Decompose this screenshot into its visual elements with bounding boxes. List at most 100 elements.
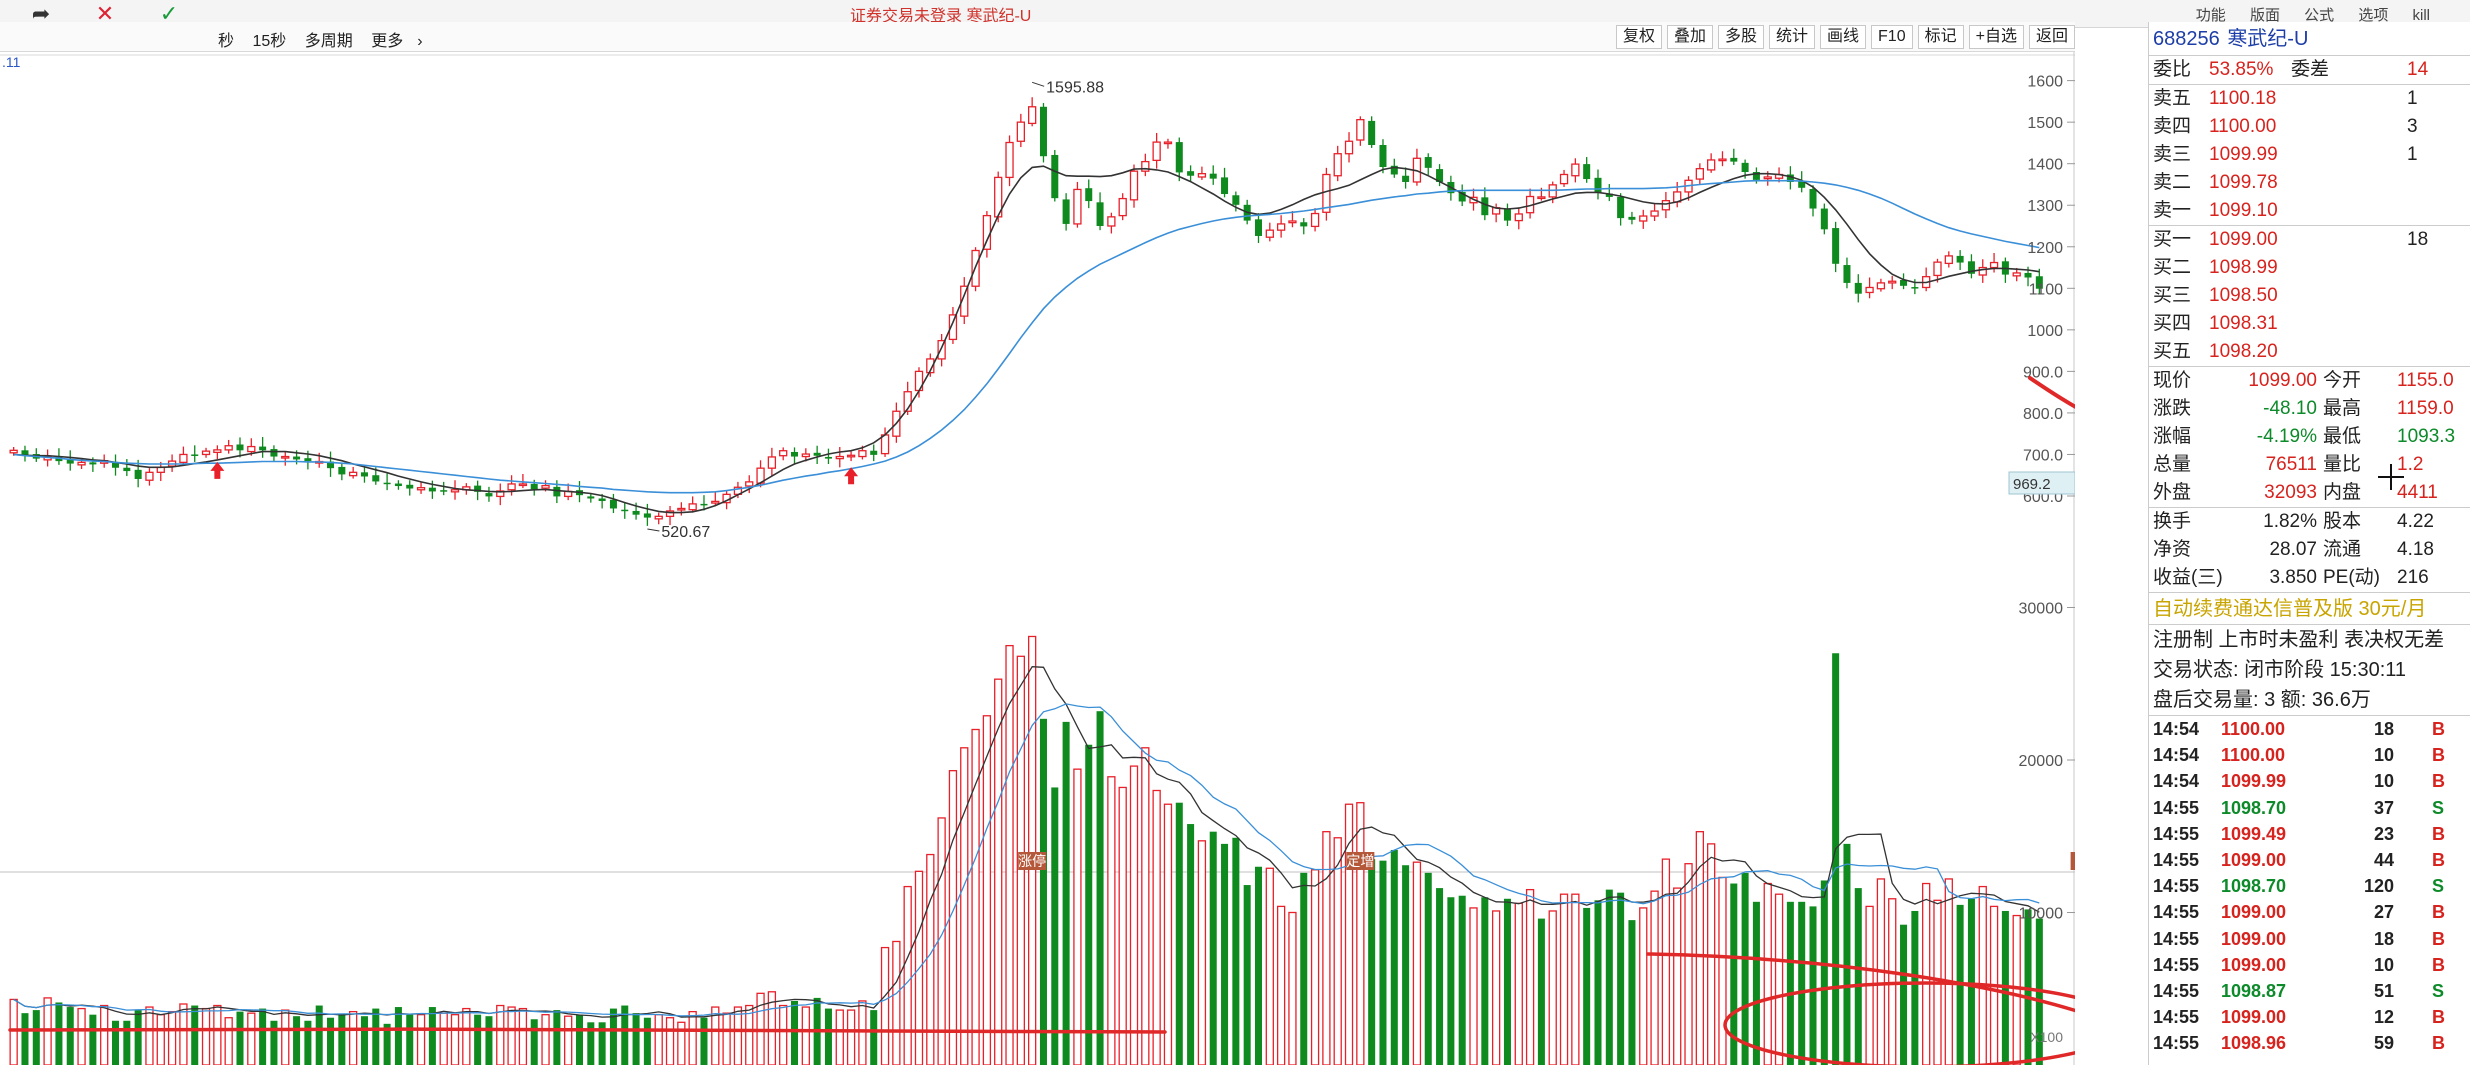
volume-bar xyxy=(1978,885,1987,1065)
candle-down xyxy=(440,490,448,492)
stat-value-2: 4.18 xyxy=(2397,539,2434,560)
candle-down xyxy=(587,496,595,499)
stock-name[interactable]: 寒武纪-U xyxy=(2227,28,2309,50)
stat-label: 总量 xyxy=(2153,454,2192,475)
stat-label-2: PE(动) xyxy=(2323,567,2381,588)
candle-down xyxy=(530,483,538,490)
candle-down xyxy=(1232,195,1240,205)
ask-row: 卖四 1100.00 3 xyxy=(2149,113,2470,141)
event-tag-label: 涨停 xyxy=(1018,853,1046,869)
tick-time: 14:55 xyxy=(2153,876,2200,897)
candle-down xyxy=(870,450,878,455)
tool-overlay[interactable]: 叠加 xyxy=(1666,25,1713,49)
check-icon[interactable]: ✓ xyxy=(159,1,179,26)
level-label: 买一 xyxy=(2153,229,2192,250)
volume-bar xyxy=(496,1004,505,1065)
candle-down xyxy=(1503,208,1511,221)
volume-bar xyxy=(201,1007,211,1065)
vol-unit-label: X100 xyxy=(2030,1029,2063,1045)
share-icon[interactable]: ➦ xyxy=(31,1,51,26)
candle-down xyxy=(1062,199,1070,224)
stat-label: 净资 xyxy=(2153,539,2192,560)
candle-up xyxy=(948,314,958,341)
stat-row: 净资 28.07 流通 4.18 xyxy=(2149,536,2470,564)
candle-down xyxy=(1843,265,1851,283)
tick-price: 1099.49 xyxy=(2221,823,2287,844)
price-tick-label: 1100 xyxy=(2029,281,2064,298)
period-15s[interactable]: 15秒 xyxy=(252,33,287,50)
tool-mark[interactable]: 标记 xyxy=(1917,25,1964,49)
volume-bar xyxy=(462,1007,471,1065)
tool-back[interactable]: 返回 xyxy=(2028,25,2075,49)
menu-item-layout[interactable]: 版面 xyxy=(2249,7,2280,24)
stat-value: 1.82% xyxy=(2263,511,2317,532)
level-price: 1100.18 xyxy=(2209,88,2277,109)
signal-up-arrow xyxy=(210,461,225,479)
chart-tools: 复权 叠加 多股 统计 画线 F10 标记 +自选 返回 xyxy=(1611,25,2075,49)
tick-time: 14:55 xyxy=(2153,1033,2200,1054)
candle-up xyxy=(224,445,233,451)
close-icon[interactable]: ✕ xyxy=(95,1,115,26)
level-label: 卖三 xyxy=(2153,144,2192,165)
candle-up xyxy=(1152,141,1161,162)
quote-panel: 688256 寒武纪-U 委比 53.85% 委差 14 卖五 1100.18 1 卖… xyxy=(2148,22,2470,1065)
volume-bar xyxy=(1039,718,1047,1065)
menu-item-user[interactable]: kill xyxy=(2412,7,2431,24)
chart-canvas[interactable]: 1600 1500 1400 1300 1200 1100 1000 900.0 800.0 70… xyxy=(0,52,2075,1065)
volume-bar xyxy=(779,1004,788,1065)
tool-multi-stock[interactable]: 多股 xyxy=(1717,25,1764,49)
candle-up xyxy=(507,483,516,491)
tool-add-watchlist[interactable]: +自选 xyxy=(1968,25,2024,49)
tick-time: 14:54 xyxy=(2153,771,2200,792)
menu-item-options[interactable]: 选项 xyxy=(2358,7,2389,24)
volume-bar xyxy=(1424,872,1432,1065)
candle-up xyxy=(779,450,788,457)
volume-bar xyxy=(1911,910,1919,1065)
candle-up xyxy=(1707,159,1716,171)
volume-bar xyxy=(1548,910,1557,1065)
tool-f10[interactable]: F10 xyxy=(1871,25,1913,49)
tick-list[interactable]: 14:54 1100.00 18 B 14:54 1100.00 10 B 14:54 1099.… xyxy=(2149,715,2470,1056)
volume-bar xyxy=(1900,924,1908,1065)
candle-down xyxy=(360,472,368,477)
volume-bar xyxy=(1368,859,1376,1065)
candle-down xyxy=(553,486,561,497)
period-multi[interactable]: 多周期 xyxy=(304,33,353,50)
level-price: 1099.99 xyxy=(2209,144,2278,165)
candle-up xyxy=(1978,266,1987,276)
kline-chart[interactable]: 1600 1500 1400 1300 1200 1100 1000 900.0 800.0 70… xyxy=(0,52,2075,1065)
stat-value: 28.07 xyxy=(2269,539,2317,560)
level-volume: 18 xyxy=(2407,229,2429,250)
volume-bar xyxy=(1673,887,1682,1065)
volume-bar xyxy=(327,1017,335,1065)
ad-banner[interactable]: 自动续费通达信普及版 30元/月 xyxy=(2149,592,2470,624)
period-more[interactable]: 更多 xyxy=(371,33,404,50)
candle-up xyxy=(835,455,844,460)
tool-fuquan[interactable]: 复权 xyxy=(1615,25,1662,49)
volume-bar xyxy=(1436,888,1444,1065)
volume-bar xyxy=(609,1008,617,1065)
bid-row: 买五 1098.20 xyxy=(2149,338,2470,366)
candle-up xyxy=(1695,168,1704,180)
candle-down xyxy=(1209,173,1217,179)
volume-bar xyxy=(134,1010,142,1065)
tick-side: B xyxy=(2432,902,2445,923)
period-second[interactable]: 秒 xyxy=(218,33,235,50)
candle-down xyxy=(1583,164,1591,180)
tick-side: B xyxy=(2432,823,2445,844)
tool-draw-line[interactable]: 画线 xyxy=(1820,25,1867,49)
volume-bar xyxy=(360,1016,368,1065)
candle-up xyxy=(1763,176,1772,180)
level-label: 卖四 xyxy=(2153,116,2192,137)
ask-row: 卖三 1099.99 1 xyxy=(2149,141,2470,169)
tick-time: 14:55 xyxy=(2153,954,2200,975)
tool-stats[interactable]: 统计 xyxy=(1769,25,1816,49)
vol-tick-label: 30000 xyxy=(2019,601,2064,618)
volume-bar xyxy=(270,1020,278,1065)
volume-bar xyxy=(1276,905,1286,1065)
bid-row: 买三 1098.50 xyxy=(2149,282,2470,310)
menu-item-function[interactable]: 功能 xyxy=(2195,7,2226,24)
tick-row: 14:55 1099.00 10 B xyxy=(2149,952,2470,978)
menu-item-formula[interactable]: 公式 xyxy=(2304,7,2335,24)
volume-bar xyxy=(1073,768,1082,1065)
